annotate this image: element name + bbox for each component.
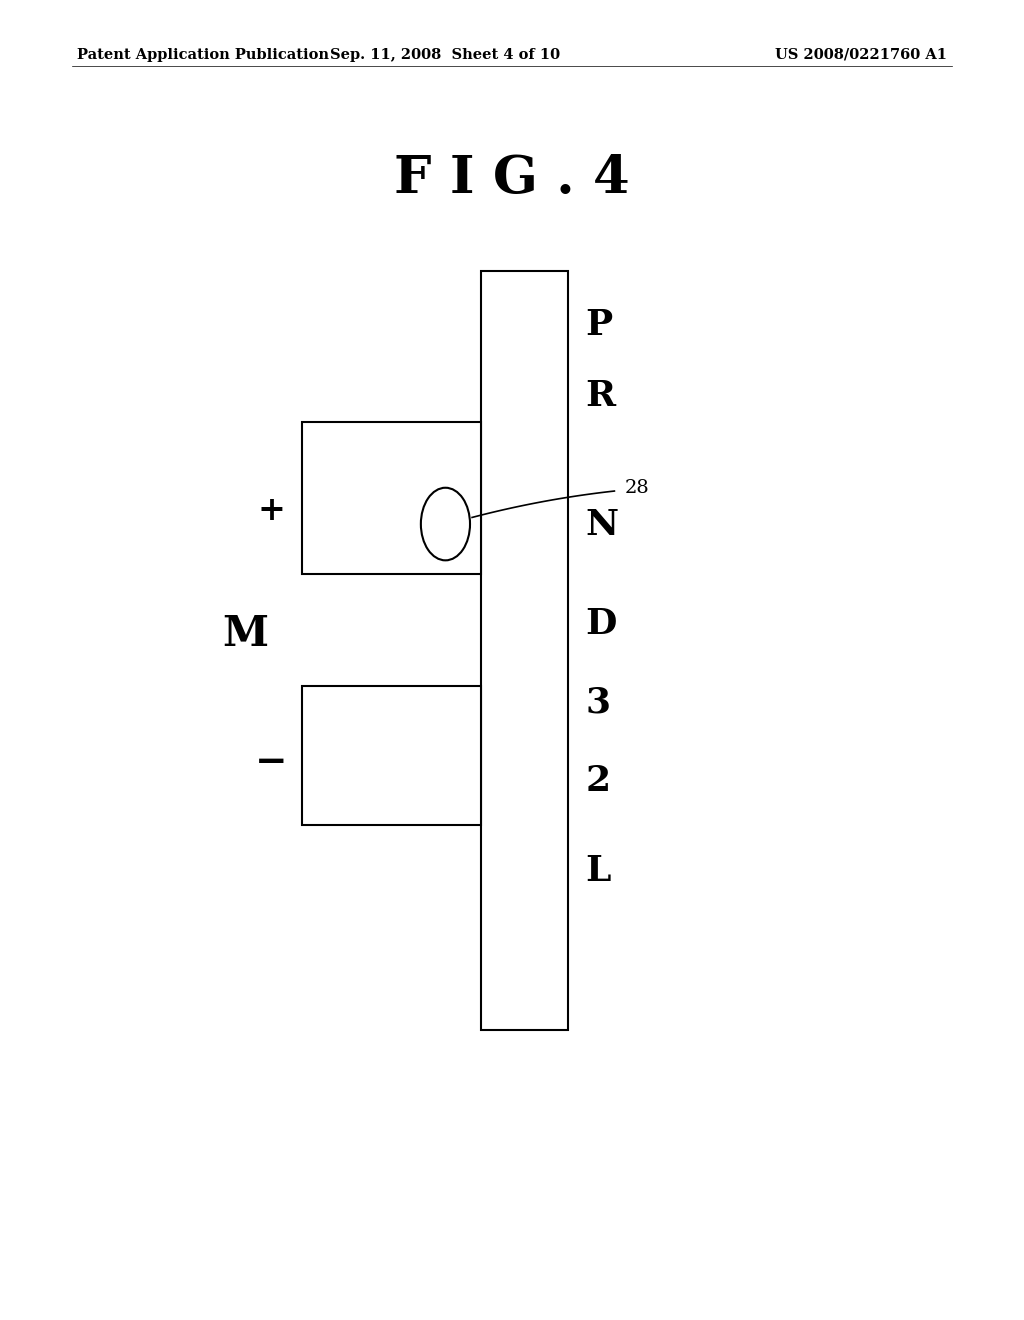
Text: US 2008/0221760 A1: US 2008/0221760 A1 [775,48,947,62]
Bar [481,271,568,1030]
Text: 28: 28 [625,479,649,498]
Text: P: P [586,308,612,342]
Text: D: D [586,607,617,642]
Bar [302,686,481,825]
Bar [302,422,481,574]
Text: R: R [586,379,615,413]
Text: Patent Application Publication: Patent Application Publication [77,48,329,62]
Text: N: N [586,508,618,543]
Text: 3: 3 [586,685,611,719]
Text: M: M [222,612,269,655]
Text: F I G . 4: F I G . 4 [394,153,630,203]
Text: Sep. 11, 2008  Sheet 4 of 10: Sep. 11, 2008 Sheet 4 of 10 [331,48,560,62]
Text: L: L [586,854,611,888]
Text: −: − [255,743,288,780]
Text: 2: 2 [586,764,611,799]
Ellipse shape [421,488,470,561]
Text: +: + [257,495,286,528]
